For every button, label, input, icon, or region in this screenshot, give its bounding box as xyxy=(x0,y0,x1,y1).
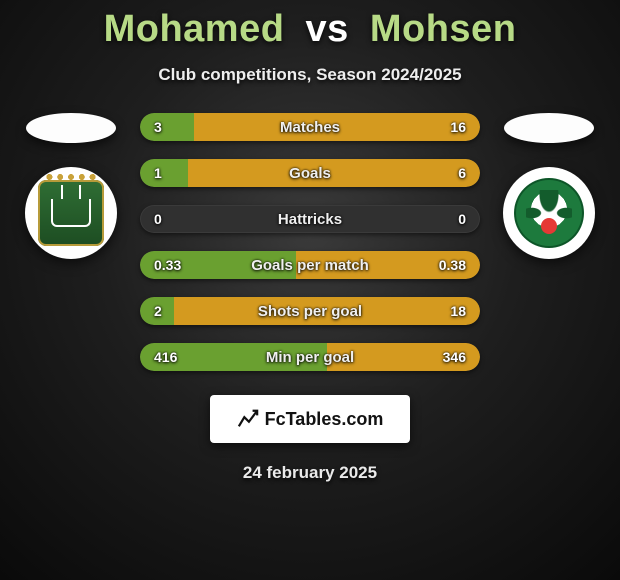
date: 24 february 2025 xyxy=(0,463,620,483)
left-country-flag xyxy=(26,113,116,143)
left-side xyxy=(16,113,126,259)
stat-label: Goals xyxy=(140,159,480,187)
stat-label: Goals per match xyxy=(140,251,480,279)
right-club-badge xyxy=(503,167,595,259)
stat-row: 0.330.38Goals per match xyxy=(140,251,480,279)
stat-row: 218Shots per goal xyxy=(140,297,480,325)
content: 316Matches 16Goals 00Hattricks 0.330.38Goal… xyxy=(0,113,620,371)
comparison-card: Mohamed vs Mohsen Club competitions, Sea… xyxy=(0,0,620,580)
al-masry-crest-icon xyxy=(514,178,584,248)
stat-row: 416346Min per goal xyxy=(140,343,480,371)
right-side xyxy=(494,113,604,259)
title-player2: Mohsen xyxy=(370,8,517,50)
stat-label: Hattricks xyxy=(140,205,480,233)
title: Mohamed vs Mohsen xyxy=(0,0,620,51)
title-vs: vs xyxy=(306,8,349,50)
title-player1: Mohamed xyxy=(104,8,285,50)
stats-bars: 316Matches 16Goals 00Hattricks 0.330.38Goal… xyxy=(140,113,480,371)
chart-line-icon xyxy=(237,408,259,430)
stat-row: 316Matches xyxy=(140,113,480,141)
stat-label: Matches xyxy=(140,113,480,141)
stat-label: Min per goal xyxy=(140,343,480,371)
stat-row: 00Hattricks xyxy=(140,205,480,233)
brand-text: FcTables.com xyxy=(265,409,384,430)
left-club-badge xyxy=(25,167,117,259)
stat-label: Shots per goal xyxy=(140,297,480,325)
stat-row: 16Goals xyxy=(140,159,480,187)
subtitle: Club competitions, Season 2024/2025 xyxy=(0,65,620,85)
right-country-flag xyxy=(504,113,594,143)
al-ittihad-crest-icon xyxy=(38,180,104,246)
brand-badge: FcTables.com xyxy=(210,395,410,443)
